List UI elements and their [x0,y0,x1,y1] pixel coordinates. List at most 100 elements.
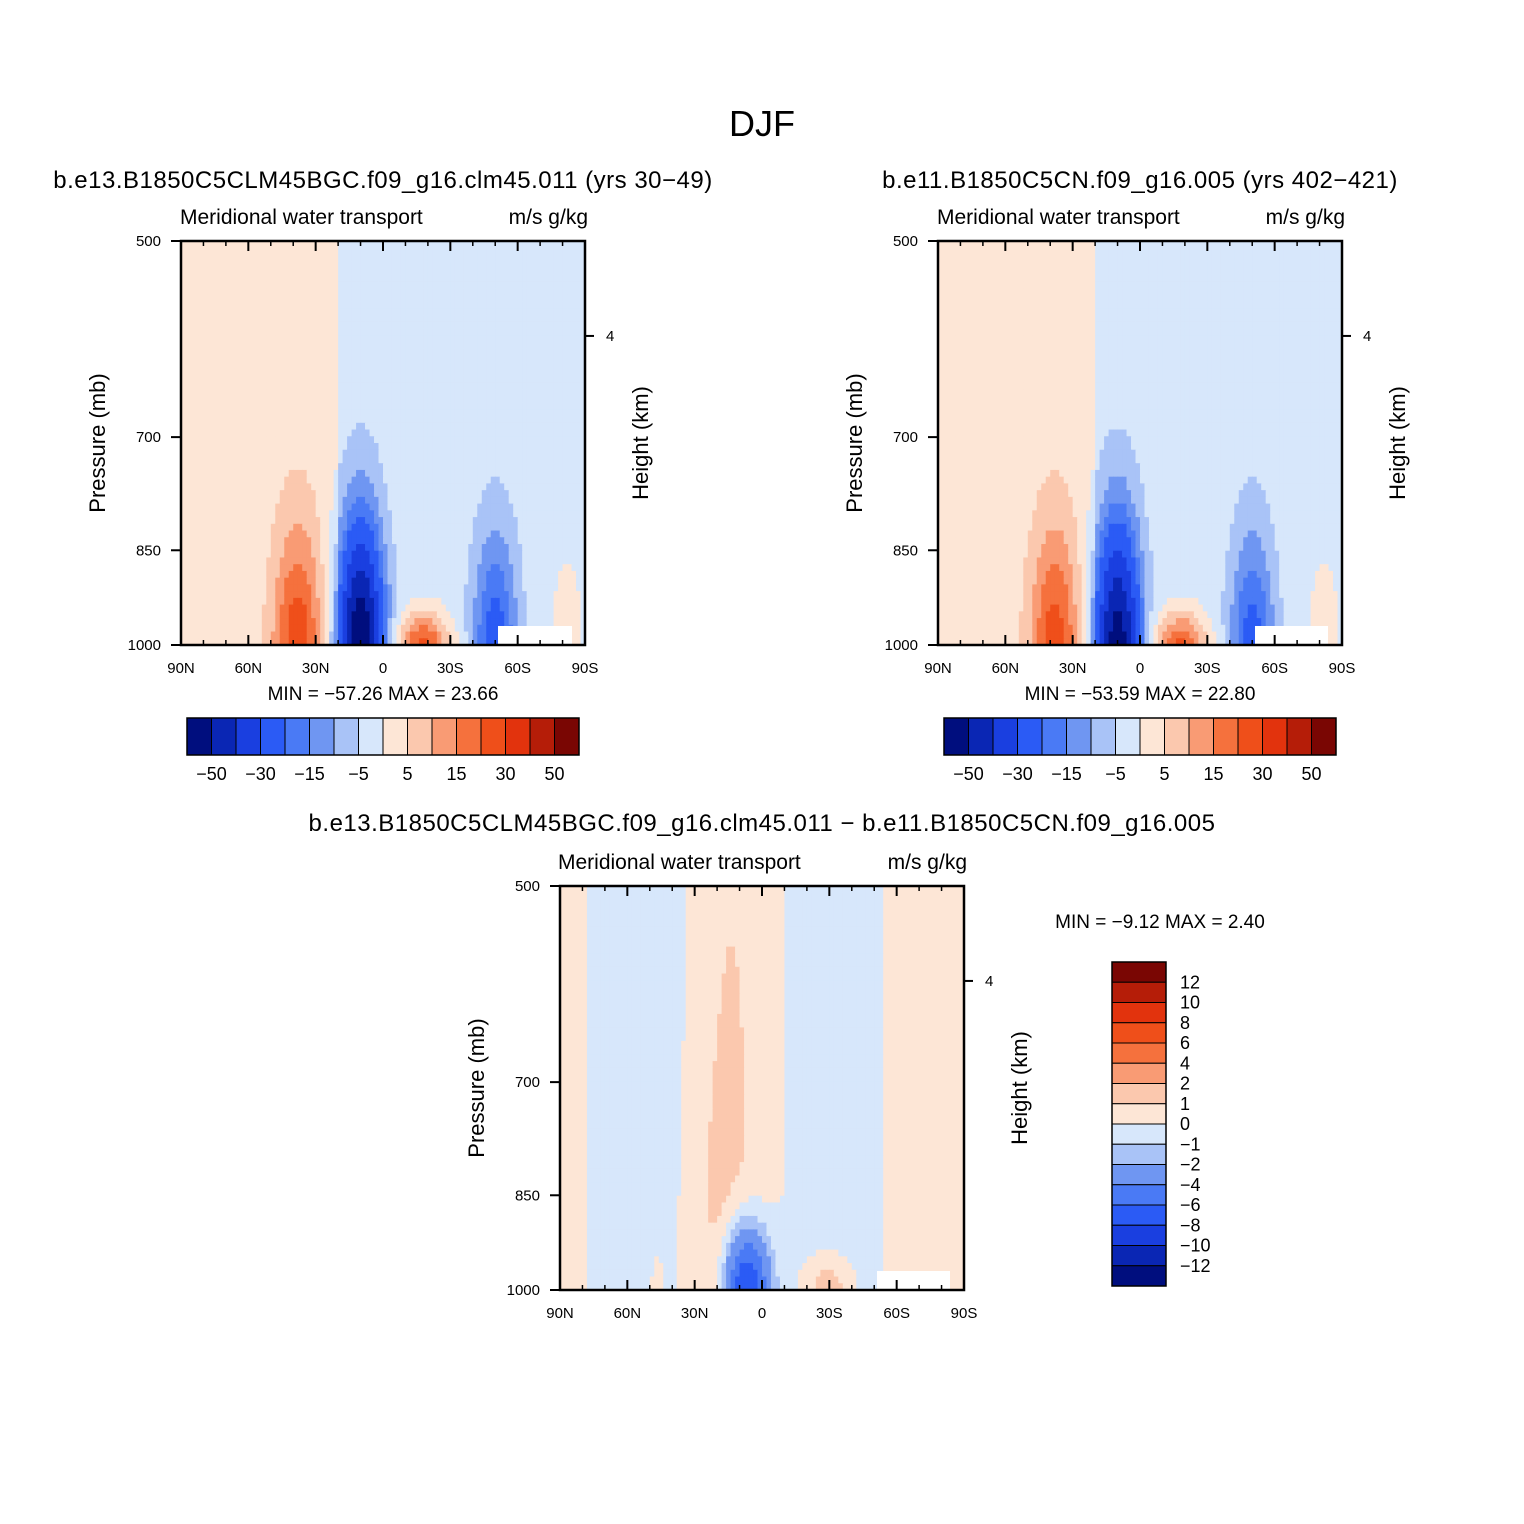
contour-cell [391,463,398,471]
contour-cell [391,247,398,256]
contour-cell [387,496,393,505]
contour-cell [248,288,254,296]
contour-cell [320,247,326,256]
contour-cell [544,436,550,444]
contour-cell [275,267,281,276]
contour-cell [459,523,465,532]
contour-cell [486,308,492,316]
contour-cell [315,294,321,303]
contour-cell [315,570,321,579]
contour-cell [553,409,559,417]
contour-cell [320,321,326,330]
contour-cell [212,496,218,505]
contour-cell [329,557,335,565]
contour-cell [329,496,335,505]
contour-cell [383,395,389,404]
contour-cell [203,530,209,538]
contour-cell [459,577,465,585]
contour-cell [531,281,537,289]
contour-cell [203,591,209,599]
contour-cell [279,557,285,565]
contour-cell [333,382,339,390]
contour-cell [306,267,312,276]
contour-cell [198,389,205,397]
contour-cell [562,483,568,491]
contour-cell [517,429,523,437]
contour-cell [445,456,451,464]
contour-cell [477,247,483,256]
contour-cell [558,557,564,565]
contour-cell [203,247,209,256]
contour-cell [405,463,411,471]
contour-cell [540,570,546,579]
contour-cell [356,483,362,491]
contour-cell [562,301,568,309]
contour-cell [553,308,559,316]
contour-cell [522,409,528,417]
contour-cell [409,510,416,518]
contour-cell [225,496,231,505]
contour-cell [185,530,191,538]
contour-cell [378,490,384,498]
contour-cell [212,611,218,619]
contour-cell [369,436,375,444]
contour-cell [432,496,438,505]
contour-cell [369,281,375,289]
contour-cell [230,530,236,538]
contour-cell [580,510,586,518]
contour-cell [293,382,299,390]
contour-cell [261,422,267,431]
contour-cell [261,557,267,565]
contour-cell [450,544,456,552]
contour-cell [405,315,411,323]
contour-cell [324,288,330,296]
contour-cell [288,449,294,458]
contour-cell [297,267,303,276]
contour-cell [320,557,326,565]
contour-cell [360,362,366,370]
contour-cell [311,274,317,282]
contour-cell [414,382,420,390]
contour-cell [441,483,447,491]
contour-cell [203,395,209,404]
contour-cell [378,597,384,606]
contour-cell [333,308,339,316]
contour-cell [315,550,321,559]
contour-cell [333,496,339,505]
contour-cell [324,416,330,424]
contour-cell [275,591,281,599]
contour-cell [499,375,505,383]
contour-cell [356,308,362,316]
contour-cell [234,436,240,444]
contour-cell [513,510,519,518]
contour-cell [504,395,510,404]
contour-cell [270,469,276,478]
contour-cell [436,597,442,606]
contour-cell [252,496,258,505]
contour-cell [216,604,222,612]
contour-cell [315,456,321,464]
contour-cell [486,469,492,478]
contour-cell [558,315,564,323]
contour-cell [562,274,568,282]
contour-cell [333,517,339,525]
contour-cell [441,362,447,370]
contour-cell [293,449,299,458]
contour-cell [356,429,362,437]
contour-cell [230,362,236,370]
contour-cell [436,591,442,599]
contour-cell [243,355,249,363]
contour-cell [297,422,303,431]
contour-cell [540,362,546,370]
contour-cell [266,463,272,471]
contour-cell [558,469,564,478]
contour-cell [522,267,528,276]
contour-cell [306,544,312,552]
contour-cell [194,517,200,525]
contour-cell [374,530,380,538]
contour-cell [261,591,267,599]
contour-cell [432,544,438,552]
contour-cell [441,416,447,424]
contour-cell [531,456,537,464]
contour-cell [320,409,326,417]
